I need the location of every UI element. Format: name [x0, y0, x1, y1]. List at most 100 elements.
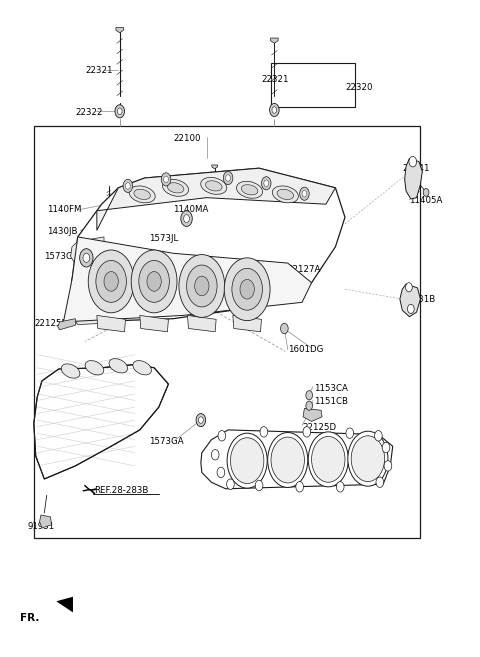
Polygon shape	[97, 315, 125, 332]
Circle shape	[232, 268, 263, 310]
Text: 91931: 91931	[28, 522, 55, 531]
Ellipse shape	[237, 181, 263, 198]
Polygon shape	[71, 237, 104, 267]
Circle shape	[409, 156, 417, 167]
Polygon shape	[39, 515, 51, 528]
Ellipse shape	[201, 177, 227, 194]
Text: 1573JL: 1573JL	[149, 234, 179, 242]
Circle shape	[272, 106, 277, 113]
Circle shape	[164, 176, 168, 183]
Circle shape	[147, 271, 161, 291]
Circle shape	[80, 249, 93, 267]
Polygon shape	[34, 365, 168, 479]
Polygon shape	[63, 237, 312, 322]
Text: 11405A: 11405A	[409, 196, 443, 206]
Text: 91931B: 91931B	[402, 294, 435, 304]
Text: 22320: 22320	[345, 83, 372, 92]
Circle shape	[161, 173, 171, 186]
Ellipse shape	[109, 359, 128, 373]
Text: 1153CA: 1153CA	[314, 384, 348, 393]
Circle shape	[179, 254, 225, 317]
Text: 22125D: 22125D	[302, 424, 336, 432]
Circle shape	[230, 438, 264, 484]
Bar	[34, 125, 420, 538]
Ellipse shape	[241, 185, 258, 195]
Circle shape	[223, 171, 233, 185]
Circle shape	[308, 432, 348, 487]
Polygon shape	[116, 28, 123, 33]
Circle shape	[306, 401, 312, 410]
Circle shape	[117, 108, 122, 114]
Circle shape	[302, 191, 307, 197]
Text: 1140FM: 1140FM	[47, 205, 81, 214]
Polygon shape	[400, 284, 420, 317]
Circle shape	[224, 258, 270, 321]
Ellipse shape	[61, 364, 80, 378]
Polygon shape	[303, 408, 322, 421]
Text: 22321: 22321	[85, 66, 112, 75]
Circle shape	[382, 442, 390, 453]
Circle shape	[303, 426, 311, 437]
Polygon shape	[201, 430, 393, 489]
Ellipse shape	[163, 179, 189, 196]
Circle shape	[306, 391, 312, 400]
Polygon shape	[71, 294, 104, 325]
Circle shape	[312, 436, 345, 482]
Circle shape	[255, 480, 263, 491]
Polygon shape	[271, 38, 278, 43]
Ellipse shape	[168, 183, 184, 193]
Ellipse shape	[133, 361, 152, 375]
Text: 22311: 22311	[359, 455, 386, 464]
Circle shape	[227, 433, 267, 488]
Circle shape	[218, 430, 226, 441]
Text: 22321: 22321	[262, 76, 289, 84]
Polygon shape	[140, 315, 168, 332]
Circle shape	[270, 103, 279, 116]
Circle shape	[336, 482, 344, 492]
Circle shape	[187, 265, 217, 307]
Text: 22322: 22322	[75, 108, 103, 117]
Text: REF.28-283B: REF.28-283B	[95, 486, 149, 495]
Circle shape	[115, 104, 124, 118]
Circle shape	[240, 279, 254, 299]
Circle shape	[271, 437, 304, 483]
Circle shape	[96, 260, 126, 302]
Circle shape	[262, 177, 271, 190]
Text: 22125D: 22125D	[35, 319, 69, 328]
Circle shape	[83, 253, 90, 262]
Circle shape	[125, 183, 130, 189]
Circle shape	[260, 426, 268, 437]
Ellipse shape	[134, 189, 150, 200]
Text: 1140MA: 1140MA	[173, 205, 209, 214]
Polygon shape	[212, 165, 217, 169]
Circle shape	[227, 479, 234, 489]
Circle shape	[296, 482, 303, 492]
Circle shape	[195, 276, 209, 296]
Circle shape	[88, 250, 134, 313]
Circle shape	[384, 461, 392, 471]
Text: 1573GA: 1573GA	[149, 436, 184, 445]
Text: 22100: 22100	[173, 134, 201, 143]
Circle shape	[300, 187, 309, 200]
Circle shape	[268, 432, 308, 487]
Circle shape	[281, 323, 288, 334]
Circle shape	[184, 215, 190, 223]
Circle shape	[181, 211, 192, 227]
Circle shape	[348, 431, 388, 486]
Text: 1430JB: 1430JB	[47, 227, 77, 236]
Circle shape	[123, 179, 132, 193]
Text: FR.: FR.	[21, 613, 40, 623]
Text: 22127A: 22127A	[288, 265, 321, 274]
Circle shape	[351, 436, 384, 482]
Text: 1573GE: 1573GE	[44, 252, 79, 261]
Polygon shape	[188, 315, 216, 332]
Text: 1601DG: 1601DG	[288, 345, 323, 354]
Circle shape	[139, 260, 169, 302]
Circle shape	[131, 250, 177, 313]
Ellipse shape	[129, 186, 155, 203]
Circle shape	[408, 304, 414, 313]
Polygon shape	[72, 168, 345, 322]
Circle shape	[346, 428, 354, 438]
Polygon shape	[71, 269, 104, 300]
Circle shape	[374, 430, 382, 441]
